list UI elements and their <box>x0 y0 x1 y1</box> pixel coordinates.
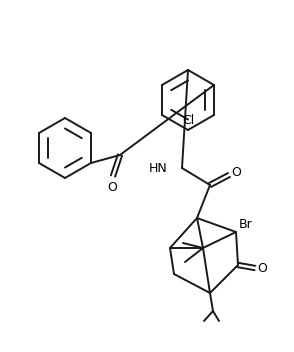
Text: HN: HN <box>149 162 168 175</box>
Text: O: O <box>107 181 117 194</box>
Text: O: O <box>231 165 241 178</box>
Text: Br: Br <box>239 219 253 232</box>
Text: Cl: Cl <box>182 114 194 127</box>
Text: O: O <box>257 262 267 275</box>
